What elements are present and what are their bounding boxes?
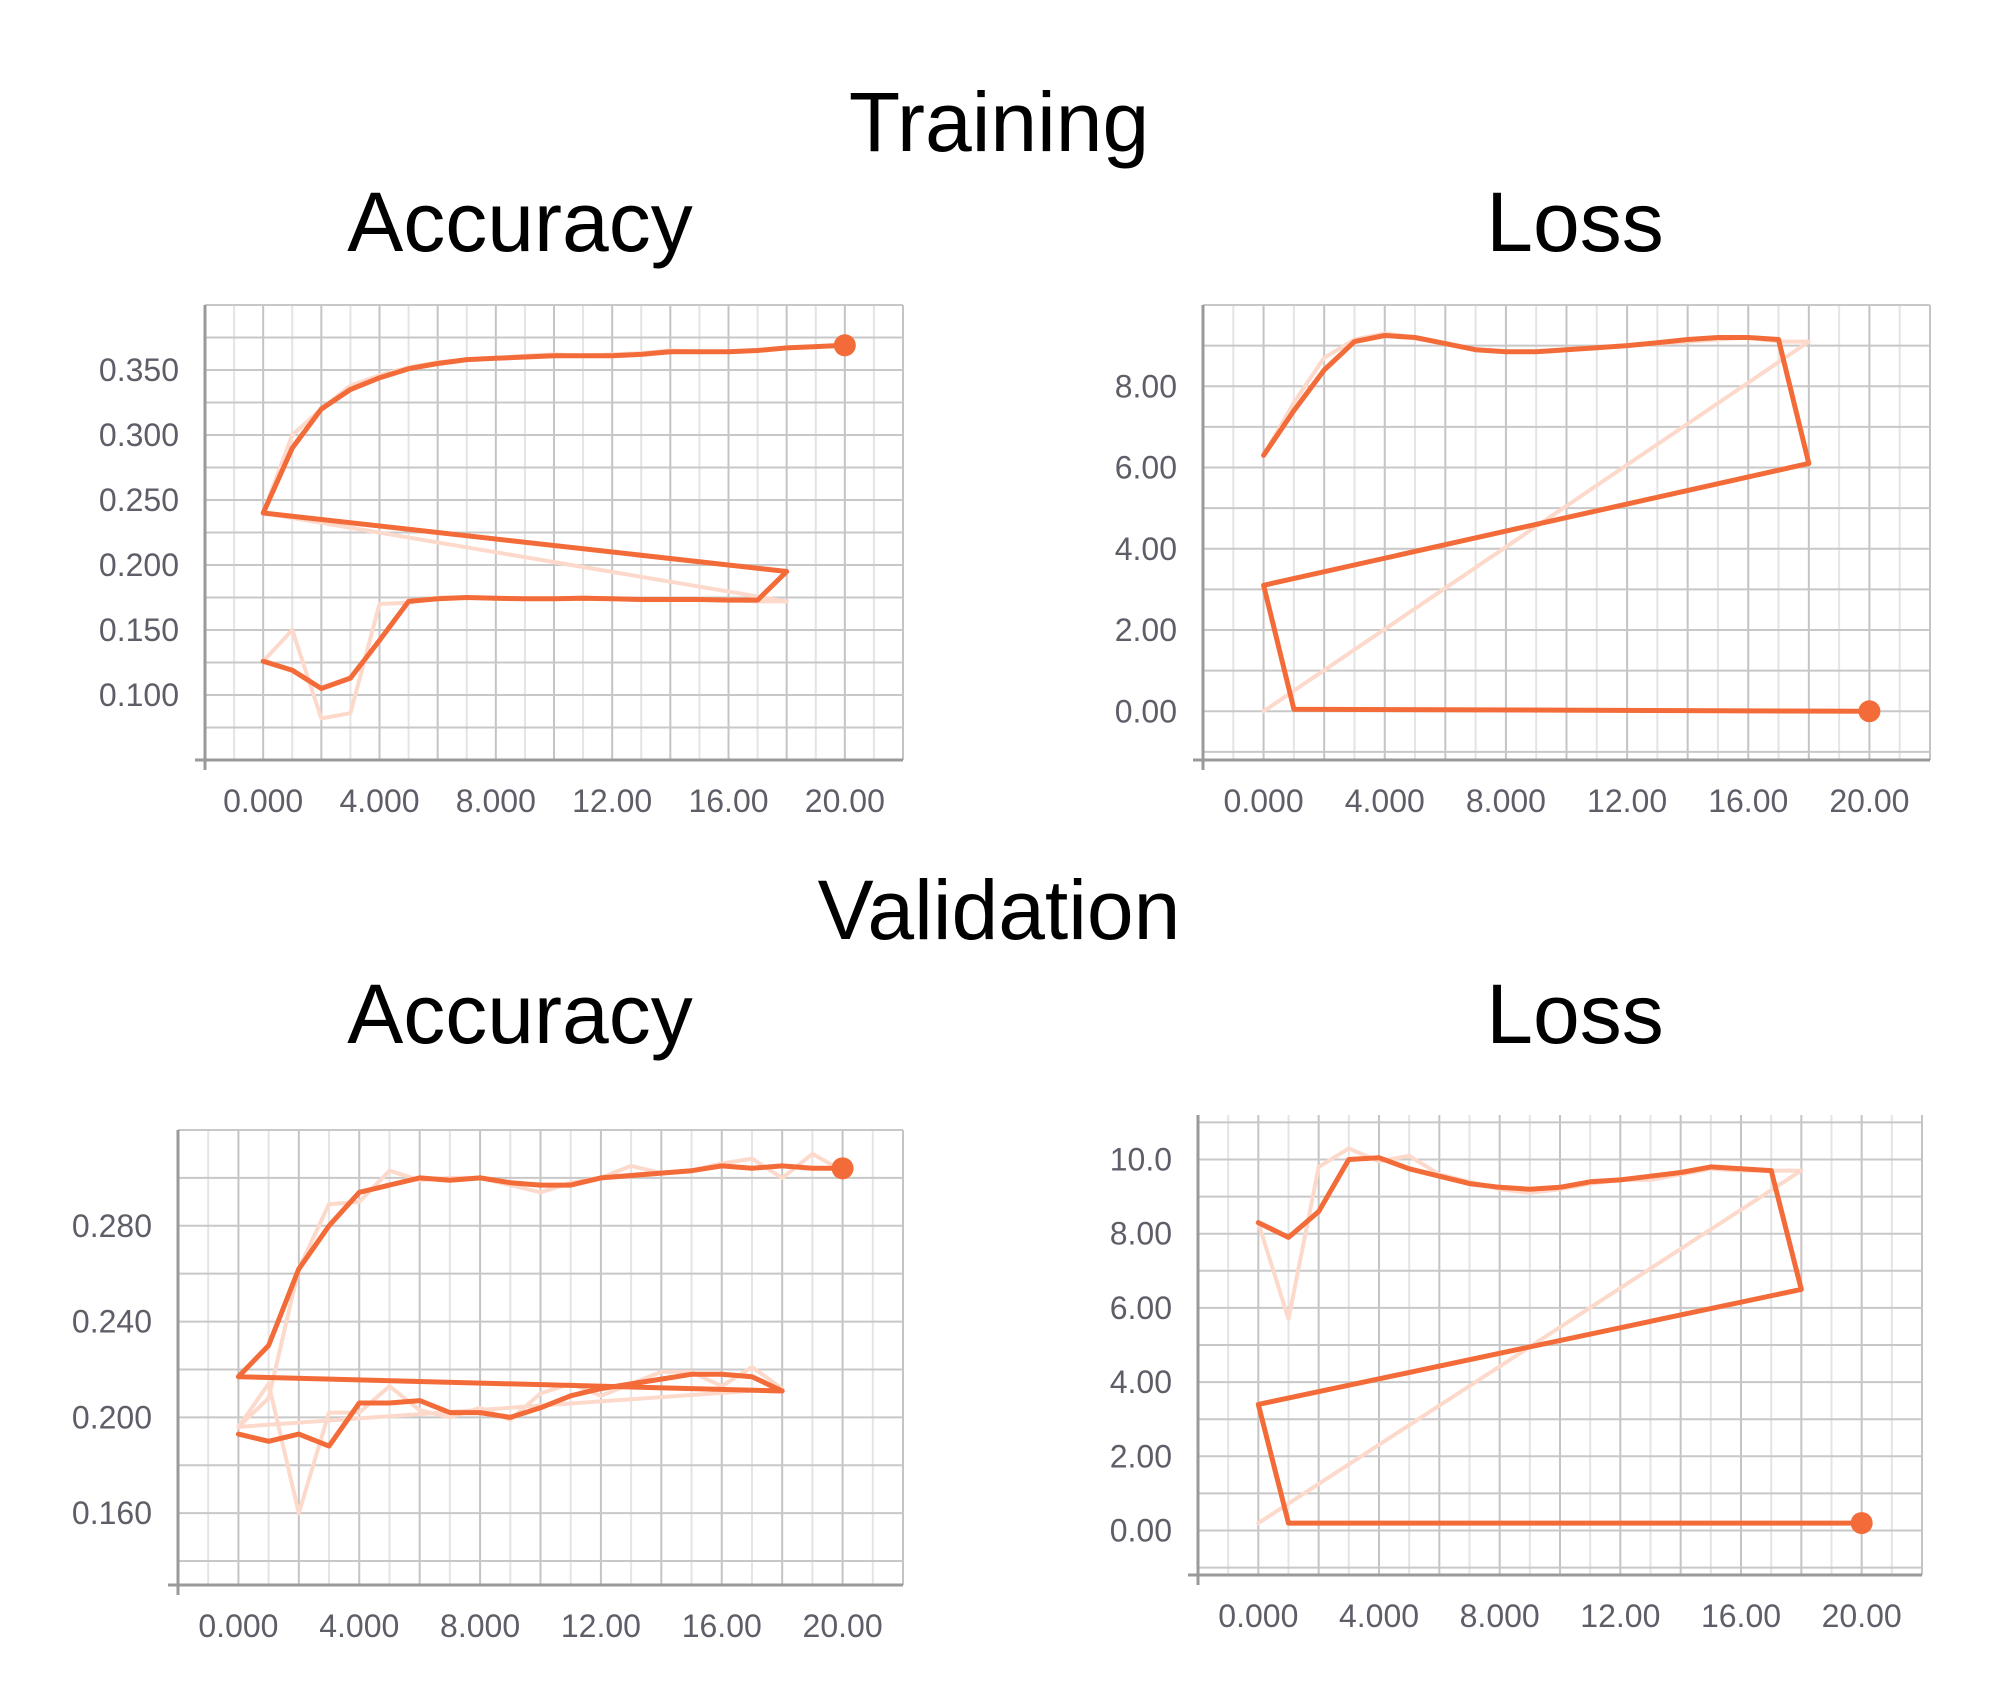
y-tick-label: 0.280 xyxy=(72,1208,152,1244)
x-tick-label: 4.000 xyxy=(339,783,419,819)
x-tick-label: 0.000 xyxy=(1224,783,1304,819)
y-tick-label: 0.250 xyxy=(99,482,179,518)
y-tick-label: 2.00 xyxy=(1110,1438,1172,1474)
y-tick-label: 2.00 xyxy=(1115,612,1177,648)
smoothed-series-line xyxy=(235,1163,846,1449)
section-title-training: Training xyxy=(848,75,1150,169)
x-tick-label: 20.00 xyxy=(803,1608,883,1644)
y-tick-label: 0.160 xyxy=(72,1495,152,1531)
x-tick-label: 16.00 xyxy=(1708,783,1788,819)
x-tick-label: 16.00 xyxy=(682,1608,762,1644)
x-tick-label: 4.000 xyxy=(319,1608,399,1644)
y-tick-label: 0.200 xyxy=(99,547,179,583)
x-tick-label: 12.00 xyxy=(1580,1598,1660,1634)
y-tick-label: 8.00 xyxy=(1115,368,1177,404)
y-tick-label: 6.00 xyxy=(1110,1290,1172,1326)
y-tick-label: 0.150 xyxy=(99,612,179,648)
x-tick-label: 0.000 xyxy=(223,783,303,819)
y-tick-label: 0.350 xyxy=(99,352,179,388)
x-tick-label: 20.00 xyxy=(805,783,885,819)
last-point-marker xyxy=(1858,700,1881,723)
x-tick-label: 8.000 xyxy=(456,783,536,819)
y-tick-label: 0.00 xyxy=(1115,693,1177,729)
raw-series-line xyxy=(236,1151,845,1516)
last-point-marker xyxy=(831,1157,854,1180)
x-tick-label: 8.000 xyxy=(1460,1598,1540,1634)
x-tick-label: 20.00 xyxy=(1829,783,1909,819)
chart-title-training-accuracy: Accuracy xyxy=(347,175,693,269)
x-tick-label: 0.000 xyxy=(198,1608,278,1644)
last-point-marker xyxy=(1850,1512,1873,1535)
y-tick-label: 0.100 xyxy=(99,677,179,713)
section-title-validation: Validation xyxy=(817,863,1181,957)
x-tick-label: 4.000 xyxy=(1345,783,1425,819)
chart-title-validation-accuracy: Accuracy xyxy=(347,967,693,1061)
x-tick-label: 8.000 xyxy=(1466,783,1546,819)
y-tick-label: 6.00 xyxy=(1115,450,1177,486)
y-tick-label: 0.00 xyxy=(1110,1512,1172,1548)
smoothed-series-line xyxy=(260,342,848,691)
x-tick-label: 8.000 xyxy=(440,1608,520,1644)
y-tick-label: 0.200 xyxy=(72,1399,152,1435)
y-tick-label: 4.00 xyxy=(1115,531,1177,567)
y-tick-label: 8.00 xyxy=(1110,1216,1172,1252)
x-tick-label: 12.00 xyxy=(561,1608,641,1644)
x-tick-label: 4.000 xyxy=(1339,1598,1419,1634)
y-tick-label: 0.240 xyxy=(72,1304,152,1340)
x-tick-label: 12.00 xyxy=(572,783,652,819)
x-tick-label: 0.000 xyxy=(1218,1598,1298,1634)
y-tick-label: 10.0 xyxy=(1110,1142,1172,1178)
x-tick-label: 16.00 xyxy=(688,783,768,819)
last-point-marker xyxy=(833,334,856,357)
y-tick-label: 0.300 xyxy=(99,417,179,453)
smoothed-series-line xyxy=(1261,333,1872,714)
smoothed-series-line xyxy=(1255,1155,1865,1526)
chart-title-training-loss: Loss xyxy=(1486,175,1664,269)
x-tick-label: 16.00 xyxy=(1701,1598,1781,1634)
x-tick-label: 20.00 xyxy=(1822,1598,1902,1634)
x-tick-label: 12.00 xyxy=(1587,783,1667,819)
chart-title-validation-loss: Loss xyxy=(1486,967,1664,1061)
y-tick-label: 4.00 xyxy=(1110,1364,1172,1400)
